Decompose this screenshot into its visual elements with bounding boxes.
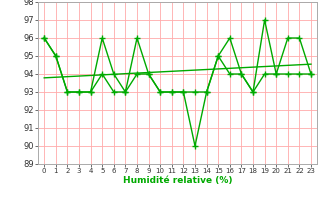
X-axis label: Humidité relative (%): Humidité relative (%) — [123, 176, 232, 185]
